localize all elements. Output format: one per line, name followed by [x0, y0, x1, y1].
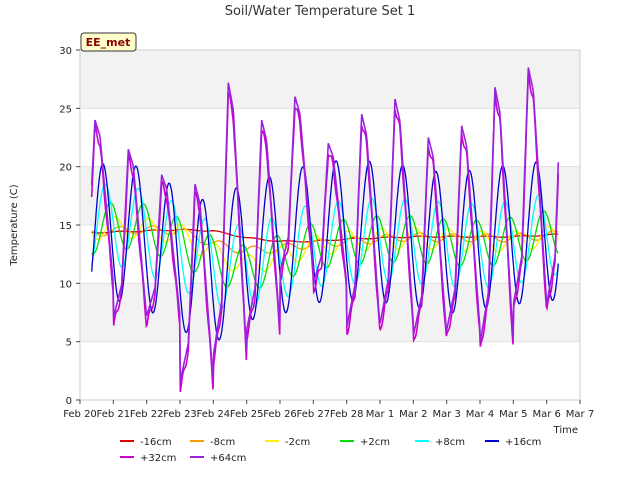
y-tick-label: 30: [59, 46, 72, 57]
x-tick-label: Mar 7: [566, 409, 594, 420]
y-axis: 0 5 10 15 20 25 30: [59, 46, 80, 407]
series-line-2cm: [91, 216, 559, 272]
x-tick-label: Mar 5: [499, 409, 527, 420]
legend-label: -16cm: [140, 437, 172, 448]
background-bands: [80, 50, 580, 400]
x-tick-label: Feb 28: [330, 409, 364, 420]
x-tick-label: Mar 4: [466, 409, 494, 420]
x-tick-label: Feb 22: [130, 409, 164, 420]
x-tick-label: Feb 20: [63, 409, 97, 420]
site-badge-label: EE_met: [86, 36, 131, 49]
x-axis-label: Time: [553, 425, 578, 436]
y-tick-label: 20: [59, 163, 72, 174]
x-tick-label: Mar 3: [432, 409, 460, 420]
grid-band: [80, 108, 580, 167]
legend-label: -8cm: [210, 437, 235, 448]
x-axis: Feb 20 Feb 21 Feb 22 Feb 23 Feb 24 Feb 25 Feb …: [63, 400, 594, 420]
legend-label: +32cm: [140, 453, 176, 464]
legend-label: +8cm: [435, 437, 465, 448]
site-badge-box: [80, 32, 137, 52]
y-axis-label: Temperature (C): [9, 184, 20, 266]
x-tick-label: Feb 24: [197, 409, 231, 420]
legend-label: +2cm: [360, 437, 390, 448]
legend-label: -2cm: [285, 437, 310, 448]
x-tick-label: Mar 6: [532, 409, 560, 420]
series-line-64cm: [90, 67, 560, 382]
x-tick-label: Feb 27: [297, 409, 331, 420]
x-tick-label: Feb 21: [97, 409, 131, 420]
grid-band: [80, 341, 580, 400]
site-badge: EE_met: [80, 32, 137, 52]
series-layer: [90, 67, 560, 393]
x-tick-label: Mar 1: [366, 409, 394, 420]
legend-label: +16cm: [505, 437, 541, 448]
x-tick-label: Feb 26: [263, 409, 297, 420]
legend-label: +64cm: [210, 453, 246, 464]
x-tick-label: Mar 2: [399, 409, 427, 420]
grid-band: [80, 283, 580, 342]
y-tick-label: 10: [59, 279, 72, 290]
y-tick-label: 0: [66, 396, 72, 407]
chart-title: Soil/Water Temperature Set 1: [225, 4, 416, 19]
legend: -16cm -8cm -2cm +2cm +8cm +16cm +32cm +64cm: [120, 437, 541, 464]
series-line-8cm: [91, 183, 559, 309]
y-tick-label: 15: [59, 221, 72, 232]
series-line-16cm: [91, 160, 559, 341]
y-tick-label: 5: [66, 338, 72, 349]
y-tick-label: 25: [59, 104, 72, 115]
x-tick-label: Feb 23: [163, 409, 197, 420]
grid-band: [80, 50, 580, 109]
x-tick-label: Feb 25: [230, 409, 264, 420]
